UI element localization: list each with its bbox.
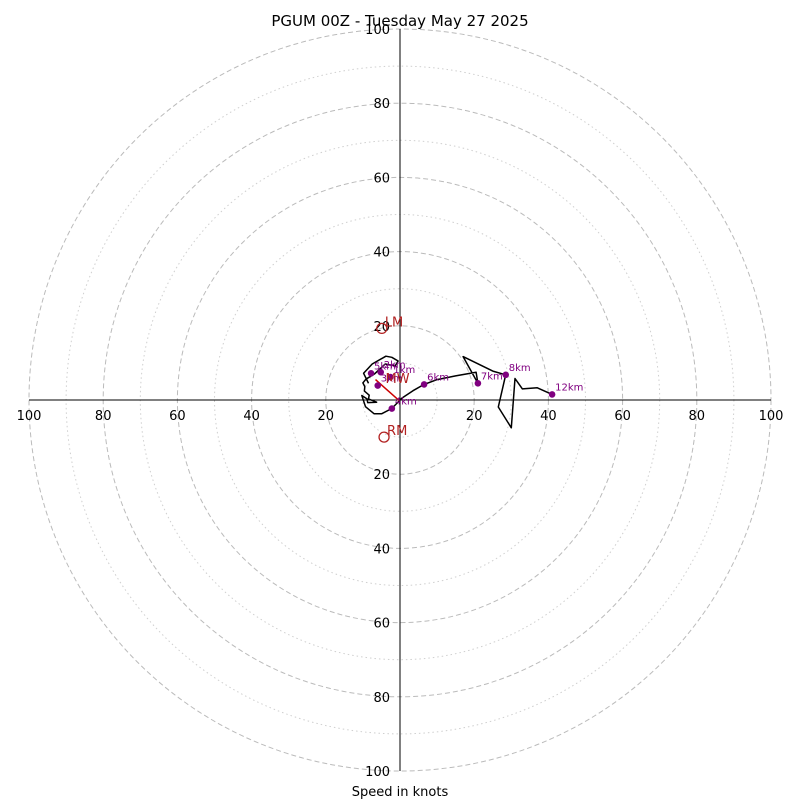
height-marker-label: 2km [384, 360, 406, 371]
tick-label: 60 [373, 171, 390, 186]
storm-motion-layer: LM RM MW [376, 315, 410, 443]
tick-label: 40 [373, 246, 390, 261]
height-marker-point [367, 369, 375, 377]
tick-label: 60 [614, 409, 631, 424]
height-marker-point [377, 368, 385, 376]
storm-motion-marker [376, 322, 388, 335]
tick-label: 20 [318, 409, 335, 424]
x-axis-label: Speed in knots [352, 785, 449, 800]
height-marker-point [502, 371, 510, 379]
tick-labels: 100 80 60 40 20 20 40 60 80 100100806040202040608… [17, 23, 784, 780]
tick-label: 40 [373, 542, 390, 557]
tick-label: 80 [373, 691, 390, 706]
tick-label: 100 [365, 765, 390, 780]
height-marker-label: 4km [395, 397, 417, 408]
mean-wind-label: MW [386, 372, 410, 387]
storm-motion-label: LM [385, 315, 403, 330]
height-marker-label: 8km [509, 363, 531, 374]
tick-label: 40 [540, 409, 557, 424]
storm-motion-label: RM [387, 424, 407, 439]
tick-label: 100 [17, 409, 42, 424]
hodograph-trace [361, 355, 553, 429]
height-marker-label: 1km [393, 365, 415, 376]
height-marker-point [374, 382, 382, 389]
height-marker-point [548, 391, 556, 398]
tick-label: 20 [373, 468, 390, 483]
height-marker-point [388, 405, 396, 412]
tick-label: 60 [169, 409, 186, 424]
tick-label: 80 [689, 409, 706, 424]
height-marker-point [387, 373, 394, 381]
height-marker-label: 7km [481, 371, 503, 382]
tick-label: 60 [373, 617, 390, 632]
height-marker-label: 3km [381, 374, 403, 385]
tick-label: 80 [95, 409, 112, 424]
tick-label: 80 [373, 97, 390, 112]
tick-label: 100 [759, 409, 784, 424]
storm-motion-marker [378, 431, 390, 443]
tick-label: 20 [466, 409, 483, 424]
height-marker-point [474, 380, 482, 387]
height-marker-label: 12km [555, 382, 583, 393]
chart-title: PGUM 00Z - Tuesday May 27 2025 [271, 12, 528, 30]
tick-label: 100 [365, 23, 390, 38]
tick-label: 40 [243, 409, 260, 424]
height-marker-point [420, 381, 428, 388]
height-marker-label: 6km [427, 372, 449, 383]
height-marker-label: 5km [374, 361, 396, 372]
